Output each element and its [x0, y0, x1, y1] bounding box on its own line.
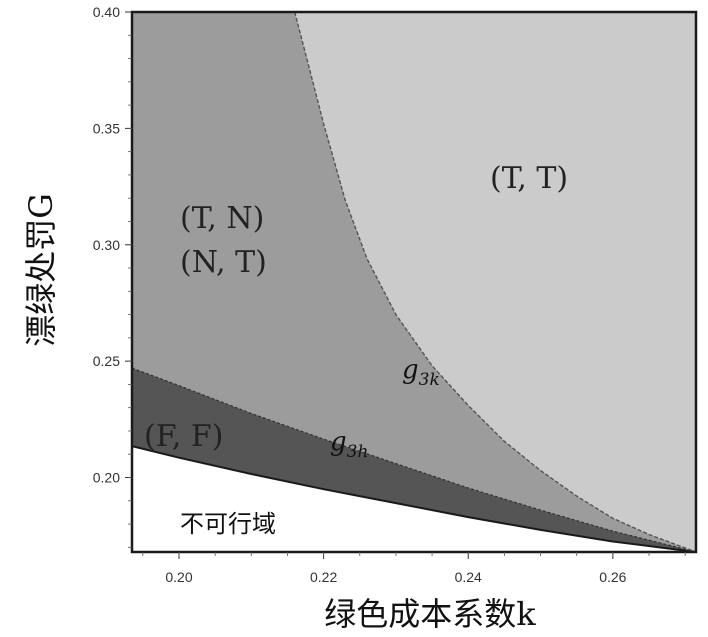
- label-tn: (T, N): [180, 201, 264, 236]
- feasible-boundary-curve: [131, 445, 697, 553]
- x-tick-label: 0.24: [455, 569, 482, 585]
- label-ff: (F, F): [144, 419, 223, 454]
- y-tick-label: 0.40: [93, 4, 120, 20]
- y-tick-label: 0.20: [93, 470, 120, 486]
- label-g3k: g3k: [402, 355, 440, 390]
- y-tick-label: 0.25: [93, 353, 120, 369]
- plot-frame: [130, 10, 698, 554]
- ticks: 0.20 0.22 0.24 0.26 0.20 0.25 0.30 0.35 0.40: [93, 4, 686, 585]
- label-g3h: g3h: [330, 427, 368, 462]
- label-tt: (T, T): [490, 161, 568, 196]
- regions: [132, 12, 696, 552]
- y-tick-label: 0.35: [93, 120, 120, 136]
- x-tick-label: 0.26: [599, 569, 626, 585]
- x-tick-label: 0.22: [310, 569, 337, 585]
- g3h-curve: [131, 367, 697, 553]
- y-tick-label: 0.30: [93, 237, 120, 253]
- label-nt: (N, T): [180, 245, 267, 280]
- x-axis-title: 绿色成本系数k: [324, 595, 536, 633]
- curves: [130, 10, 698, 554]
- labels: 绿色成本系数k 漂绿处罚G (T, T) (T, N) (N, T) (F, F) 不可行域…: [22, 161, 568, 633]
- y-axis-title: 漂绿处罚G: [22, 193, 60, 347]
- label-infeasible: 不可行域: [180, 510, 276, 538]
- region-tt: [294, 12, 696, 552]
- g3k-curve: [294, 11, 697, 553]
- x-tick-label: 0.20: [165, 569, 192, 585]
